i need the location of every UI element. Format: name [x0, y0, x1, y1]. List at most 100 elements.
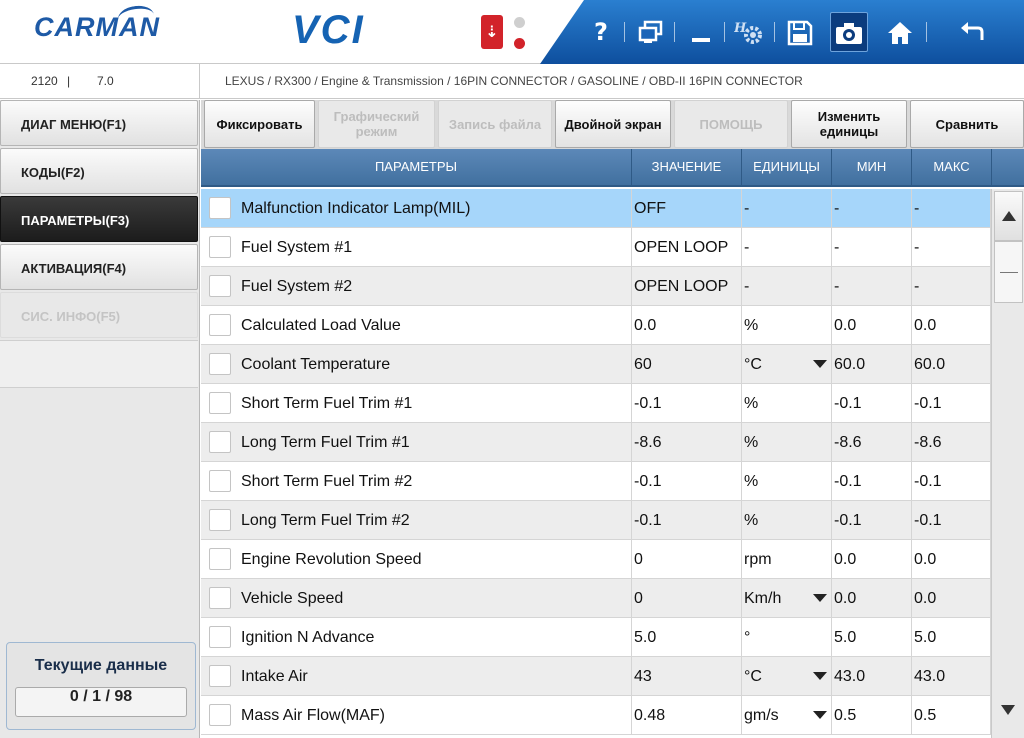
nav-parameters[interactable]: ПАРАМЕТРЫ(F3): [0, 196, 198, 242]
breadcrumb: LEXUS / RX300 / Engine & Transmission / …: [225, 74, 803, 88]
param-unit-text: -: [744, 278, 750, 295]
param-value-text: 0: [634, 590, 643, 607]
freeze-button[interactable]: Фиксировать: [204, 100, 315, 148]
settings-button[interactable]: H: [730, 12, 768, 52]
row-checkbox[interactable]: [209, 470, 231, 492]
param-name: Engine Revolution Speed: [201, 540, 632, 579]
nav-codes[interactable]: КОДЫ(F2): [0, 148, 198, 194]
parameter-table: Malfunction Indicator Lamp(MIL) OFF - - - Fue…: [201, 189, 991, 738]
row-checkbox[interactable]: [209, 548, 231, 570]
table-row[interactable]: Mass Air Flow(MAF) 0.48 gm/s 0.5 0.5: [201, 696, 991, 735]
table-row[interactable]: Malfunction Indicator Lamp(MIL) OFF - - -: [201, 189, 991, 228]
param-unit: %: [742, 306, 832, 345]
param-min: 0.0: [832, 540, 912, 579]
param-name: Long Term Fuel Trim #2: [201, 501, 632, 540]
nav-activation[interactable]: АКТИВАЦИЯ(F4): [0, 244, 198, 290]
param-min-text: -8.6: [834, 434, 862, 451]
param-min: 0.0: [832, 579, 912, 618]
table-row[interactable]: Fuel System #1 OPEN LOOP - - -: [201, 228, 991, 267]
scrollbar[interactable]: [991, 189, 1024, 738]
param-min-text: -: [834, 239, 840, 256]
compare-button[interactable]: Сравнить: [910, 100, 1024, 148]
row-checkbox[interactable]: [209, 275, 231, 297]
camera-button[interactable]: [830, 12, 868, 52]
param-unit-text: -: [744, 239, 750, 256]
row-checkbox[interactable]: [209, 704, 231, 726]
unit-dropdown-icon[interactable]: [813, 594, 827, 602]
scroll-thumb[interactable]: [994, 241, 1023, 303]
table-row[interactable]: Calculated Load Value 0.0% 0.0 0.0: [201, 306, 991, 345]
param-max: -: [912, 189, 991, 228]
table-row[interactable]: Coolant Temperature 60 °C 60.0 60.0: [201, 345, 991, 384]
param-name: Intake Air: [201, 657, 632, 696]
table-row[interactable]: Ignition N Advance 5.0 ° 5.0 5.0: [201, 618, 991, 657]
param-unit[interactable]: °C: [742, 345, 832, 384]
param-min: -0.1: [832, 384, 912, 423]
row-checkbox[interactable]: [209, 665, 231, 687]
row-checkbox[interactable]: [209, 431, 231, 453]
row-checkbox[interactable]: [209, 587, 231, 609]
table-row[interactable]: Engine Revolution Speed 0 rpm 0.0 0.0: [201, 540, 991, 579]
col-value: ЗНАЧЕНИЕ: [632, 149, 742, 185]
table-row[interactable]: Intake Air 43 °C 43.0 43.0: [201, 657, 991, 696]
col-parameters: ПАРАМЕТРЫ: [201, 149, 632, 185]
param-unit[interactable]: Km/h: [742, 579, 832, 618]
param-name: Vehicle Speed: [201, 579, 632, 618]
scroll-up-button[interactable]: [994, 191, 1023, 241]
table-row[interactable]: Long Term Fuel Trim #2 -0.1% -0.1 -0.1: [201, 501, 991, 540]
param-unit-text: gm/s: [744, 707, 779, 724]
row-checkbox[interactable]: [209, 353, 231, 375]
param-value-text: 0.0: [634, 317, 657, 334]
unit-dropdown-icon[interactable]: [813, 711, 827, 719]
param-unit[interactable]: gm/s: [742, 696, 832, 735]
table-row[interactable]: Vehicle Speed 0 Km/h 0.0 0.0: [201, 579, 991, 618]
param-unit-text: %: [744, 473, 759, 490]
software-version: 7.0: [97, 74, 114, 88]
row-checkbox[interactable]: [209, 392, 231, 414]
unit-dropdown-icon[interactable]: [813, 672, 827, 680]
param-max-text: 0.0: [914, 551, 937, 568]
param-unit: -: [742, 267, 832, 306]
nav-diag-menu[interactable]: ДИАГ МЕНЮ(F1): [0, 100, 198, 146]
param-min: 0.0: [832, 306, 912, 345]
param-unit: %: [742, 423, 832, 462]
row-checkbox[interactable]: [209, 197, 231, 219]
param-max: -0.1: [912, 462, 991, 501]
row-checkbox[interactable]: [209, 626, 231, 648]
row-checkbox[interactable]: [209, 236, 231, 258]
table-row[interactable]: Short Term Fuel Trim #1 -0.1% -0.1 -0.1: [201, 384, 991, 423]
param-name-text: Malfunction Indicator Lamp(MIL): [241, 200, 471, 217]
param-name-text: Mass Air Flow(MAF): [241, 707, 385, 724]
table-row[interactable]: Long Term Fuel Trim #1 -8.6% -8.6 -8.6: [201, 423, 991, 462]
change-units-button[interactable]: Изменить единицы: [791, 100, 907, 148]
param-value-text: -0.1: [634, 473, 662, 490]
table-row[interactable]: Fuel System #2 OPEN LOOP - - -: [201, 267, 991, 306]
param-max: 0.5: [912, 696, 991, 735]
home-button[interactable]: [881, 12, 919, 52]
save-button[interactable]: [781, 12, 819, 52]
help-button[interactable]: ?: [582, 12, 620, 52]
nav-empty-slot: [0, 340, 198, 388]
dual-screen-button[interactable]: Двойной экран: [555, 100, 671, 148]
param-unit-text: Km/h: [744, 590, 782, 607]
window-switch-button[interactable]: [632, 12, 670, 52]
minimize-icon: [692, 38, 710, 42]
param-unit[interactable]: °C: [742, 657, 832, 696]
usb-icon: ⇣: [481, 15, 503, 49]
row-checkbox[interactable]: [209, 509, 231, 531]
param-min: -0.1: [832, 501, 912, 540]
unit-dropdown-icon[interactable]: [813, 360, 827, 368]
scroll-down-button[interactable]: [994, 689, 1023, 734]
param-value: OPEN LOOP: [632, 267, 742, 306]
param-max-text: 0.0: [914, 317, 937, 334]
param-min: -: [832, 228, 912, 267]
param-max-text: 5.0: [914, 629, 937, 646]
param-max: 43.0: [912, 657, 991, 696]
param-name-text: Coolant Temperature: [241, 356, 391, 373]
param-name-text: Vehicle Speed: [241, 590, 344, 607]
row-checkbox[interactable]: [209, 314, 231, 336]
status-led-icon: [514, 17, 525, 28]
table-row[interactable]: Short Term Fuel Trim #2 -0.1% -0.1 -0.1: [201, 462, 991, 501]
back-button[interactable]: [953, 12, 991, 52]
minimize-button[interactable]: [682, 12, 720, 52]
